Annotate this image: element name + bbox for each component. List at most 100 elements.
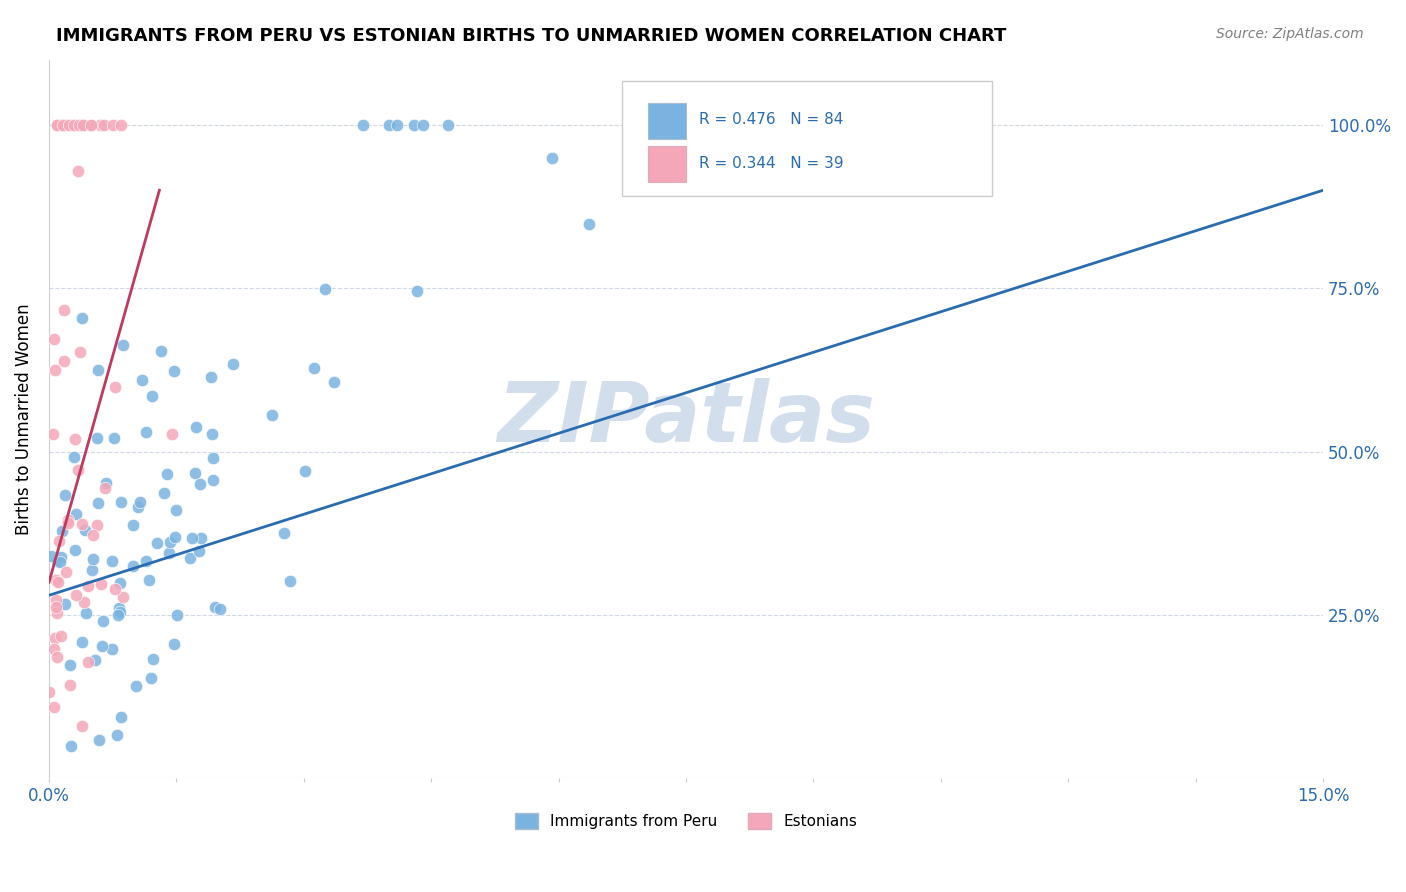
Estonians xyxy=(104,582,127,596)
Immigrants from Peru xyxy=(96,476,118,491)
Immigrants from Peru xyxy=(138,574,160,588)
Estonians xyxy=(45,573,67,587)
Estonians xyxy=(104,380,127,394)
Immigrants from Peru xyxy=(190,531,212,545)
Estonians xyxy=(58,513,80,527)
Immigrants from Peru xyxy=(82,552,104,566)
Point xyxy=(110,118,132,132)
Immigrants from Peru xyxy=(304,361,326,376)
Immigrants from Peru xyxy=(45,554,67,568)
Estonians xyxy=(76,655,98,669)
Point xyxy=(55,118,77,132)
Immigrants from Peru xyxy=(183,466,205,480)
Estonians xyxy=(42,427,65,442)
Immigrants from Peru xyxy=(127,500,149,515)
Immigrants from Peru xyxy=(135,554,157,568)
Estonians xyxy=(45,599,67,614)
Immigrants from Peru xyxy=(73,524,96,538)
Estonians xyxy=(45,593,67,607)
Estonians xyxy=(42,642,65,657)
Immigrants from Peru xyxy=(201,473,224,487)
Immigrants from Peru xyxy=(70,311,93,326)
Estonians xyxy=(48,574,70,589)
Immigrants from Peru xyxy=(91,614,114,628)
Text: Source: ZipAtlas.com: Source: ZipAtlas.com xyxy=(1216,27,1364,41)
Immigrants from Peru xyxy=(107,608,129,623)
Text: IMMIGRANTS FROM PERU VS ESTONIAN BIRTHS TO UNMARRIED WOMEN CORRELATION CHART: IMMIGRANTS FROM PERU VS ESTONIAN BIRTHS … xyxy=(56,27,1007,45)
Immigrants from Peru xyxy=(150,344,173,359)
Point xyxy=(404,118,426,132)
Immigrants from Peru xyxy=(294,464,316,478)
Estonians xyxy=(44,331,66,345)
Estonians xyxy=(59,678,82,692)
Estonians xyxy=(111,590,134,604)
Immigrants from Peru xyxy=(131,373,153,387)
Immigrants from Peru xyxy=(541,151,564,165)
Immigrants from Peru xyxy=(163,364,186,378)
Immigrants from Peru xyxy=(208,602,231,616)
Immigrants from Peru xyxy=(103,431,125,445)
Immigrants from Peru xyxy=(62,450,84,464)
Estonians xyxy=(49,630,72,644)
Text: R = 0.476   N = 84: R = 0.476 N = 84 xyxy=(699,112,844,128)
Estonians xyxy=(48,533,70,548)
Immigrants from Peru xyxy=(181,531,204,545)
Estonians xyxy=(63,432,86,446)
Immigrants from Peru xyxy=(162,637,184,651)
Immigrants from Peru xyxy=(63,542,86,557)
Point xyxy=(412,118,434,132)
Immigrants from Peru xyxy=(260,409,283,423)
Estonians xyxy=(72,516,94,531)
Estonians xyxy=(82,528,104,542)
Immigrants from Peru xyxy=(86,363,108,377)
Point xyxy=(72,118,94,132)
Immigrants from Peru xyxy=(153,486,176,500)
Immigrants from Peru xyxy=(125,679,148,693)
Immigrants from Peru xyxy=(86,431,108,445)
Immigrants from Peru xyxy=(108,601,131,615)
Point xyxy=(63,118,86,132)
Immigrants from Peru xyxy=(129,495,152,509)
Estonians xyxy=(77,579,100,593)
Y-axis label: Births to Unmarried Women: Births to Unmarried Women xyxy=(15,303,32,534)
FancyBboxPatch shape xyxy=(623,81,991,196)
Immigrants from Peru xyxy=(201,426,224,441)
Immigrants from Peru xyxy=(202,450,225,465)
Point xyxy=(67,118,90,132)
Estonians xyxy=(86,518,108,533)
Estonians xyxy=(94,481,117,495)
Immigrants from Peru xyxy=(53,488,76,502)
Text: R = 0.344   N = 39: R = 0.344 N = 39 xyxy=(699,155,844,170)
Immigrants from Peru xyxy=(188,544,211,558)
Immigrants from Peru xyxy=(314,282,336,296)
Immigrants from Peru xyxy=(49,556,72,570)
Estonians xyxy=(72,719,94,733)
Estonians xyxy=(55,565,77,579)
Point xyxy=(437,118,460,132)
Immigrants from Peru xyxy=(80,563,103,577)
Immigrants from Peru xyxy=(121,558,143,573)
Estonians xyxy=(90,576,112,591)
Point xyxy=(58,118,80,132)
Immigrants from Peru xyxy=(101,642,124,657)
Immigrants from Peru xyxy=(405,284,427,298)
Immigrants from Peru xyxy=(53,597,76,611)
Immigrants from Peru xyxy=(166,607,188,622)
Estonians xyxy=(53,353,76,368)
FancyBboxPatch shape xyxy=(648,145,686,182)
Immigrants from Peru xyxy=(323,376,346,390)
Immigrants from Peru xyxy=(108,605,131,619)
Estonians xyxy=(58,516,80,530)
Immigrants from Peru xyxy=(110,495,132,509)
Immigrants from Peru xyxy=(146,536,169,550)
Point xyxy=(352,118,374,132)
Estonians xyxy=(67,163,90,178)
Estonians xyxy=(160,426,183,441)
Immigrants from Peru xyxy=(141,389,163,403)
Point xyxy=(63,118,86,132)
Point xyxy=(51,118,73,132)
Estonians xyxy=(73,595,96,609)
Immigrants from Peru xyxy=(100,554,122,568)
Immigrants from Peru xyxy=(278,574,301,589)
Immigrants from Peru xyxy=(105,728,128,742)
